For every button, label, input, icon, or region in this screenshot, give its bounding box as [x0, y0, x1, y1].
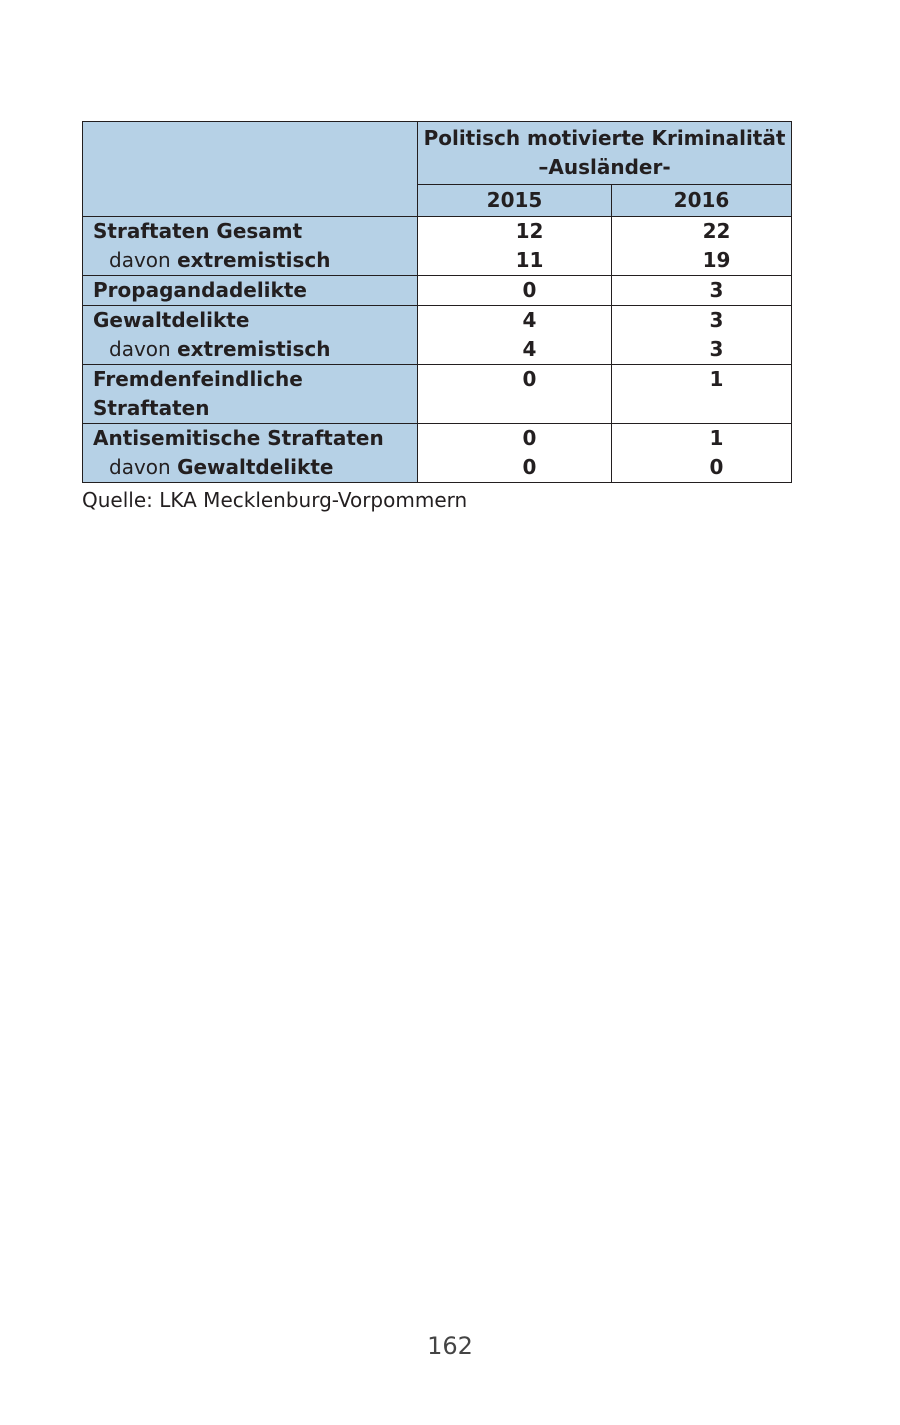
value: 1: [709, 367, 724, 391]
label-text: extremistisch: [177, 337, 331, 361]
title-line: –Ausländer-: [538, 155, 671, 179]
label-text: extremistisch: [177, 248, 331, 272]
page-number: 162: [427, 1332, 473, 1360]
label-text: Fremdenfeindliche Straftaten: [93, 367, 303, 420]
label-line: davon Gewaltdelikte: [93, 453, 417, 482]
value: 0: [709, 455, 724, 479]
label-text: Gewaltdelikte: [177, 455, 334, 479]
value-cell-2016: 1: [611, 364, 792, 424]
year-header: 2016: [611, 184, 792, 217]
table-title: Politisch motivierte Kriminalität –Auslä…: [417, 121, 792, 185]
label-line: Gewaltdelikte: [93, 306, 417, 335]
title-line: Politisch motivierte Kriminalität: [423, 126, 786, 150]
label-line: Propagandadelikte: [93, 276, 417, 305]
table-row: Propagandadelikte 0 3: [82, 275, 792, 306]
row-label: Propagandadelikte: [82, 275, 418, 306]
value-cell-2015: 0: [417, 275, 612, 306]
label-text: Antisemitische Straftaten: [93, 426, 384, 450]
label-line: Antisemitische Straftaten: [93, 424, 417, 453]
table-row: Straftaten Gesamt davon extremistisch 12 11…: [82, 216, 792, 276]
value: 0: [522, 426, 537, 450]
value: 11: [515, 248, 544, 272]
label-prefix: davon: [109, 337, 178, 361]
label-text: Gewaltdelikte: [93, 308, 250, 332]
value: 12: [515, 219, 544, 243]
label-line: davon extremistisch: [93, 246, 417, 275]
year-header: 2015: [417, 184, 612, 217]
value: 0: [522, 455, 537, 479]
table-row: Fremdenfeindliche Straftaten 0 1: [82, 364, 792, 424]
source-note: Quelle: LKA Mecklenburg-Vorpommern: [82, 488, 468, 512]
value: 3: [709, 337, 724, 361]
row-label: Straftaten Gesamt davon extremistisch: [82, 216, 418, 276]
label-line: davon extremistisch: [93, 335, 417, 364]
table-row: Antisemitische Straftaten davon Gewaltdel…: [82, 423, 792, 483]
value: 3: [709, 278, 724, 302]
value: 4: [522, 337, 537, 361]
label-line: Straftaten Gesamt: [93, 217, 417, 246]
crime-statistics-table: Politisch motivierte Kriminalität –Auslä…: [82, 121, 792, 483]
row-label: Fremdenfeindliche Straftaten: [82, 364, 418, 424]
row-label: Antisemitische Straftaten davon Gewaltdel…: [82, 423, 418, 483]
value: 22: [702, 219, 731, 243]
value: 0: [522, 278, 537, 302]
label-text: Straftaten Gesamt: [93, 219, 303, 243]
value: 4: [522, 308, 537, 332]
value: 0: [522, 367, 537, 391]
value-cell-2015: 0: [417, 364, 612, 424]
value: 3: [709, 308, 724, 332]
value: 1: [709, 426, 724, 450]
label-text: Propagandadelikte: [93, 278, 307, 302]
value-cell-2015: 12 11: [417, 216, 612, 276]
table-row: Gewaltdelikte davon extremistisch 4 4 3 3: [82, 305, 792, 365]
value: 19: [702, 248, 731, 272]
corner-cell: [82, 121, 418, 217]
label-prefix: davon: [109, 455, 178, 479]
label-line: Fremdenfeindliche Straftaten: [93, 365, 417, 423]
value-cell-2016: 3: [611, 275, 792, 306]
value-cell-2016: 22 19: [611, 216, 792, 276]
row-label: Gewaltdelikte davon extremistisch: [82, 305, 418, 365]
label-prefix: davon: [109, 248, 178, 272]
